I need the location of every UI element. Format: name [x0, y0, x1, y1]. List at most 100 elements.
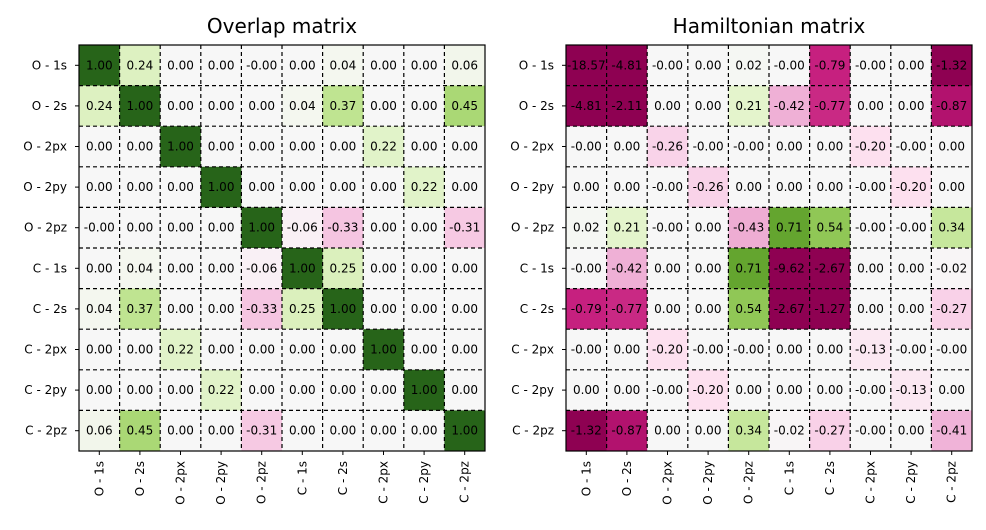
heatmap-cell	[282, 329, 324, 371]
heatmap-cell	[160, 126, 202, 168]
cell-value-label: -0.31	[246, 424, 277, 438]
heatmap-cell	[79, 288, 121, 330]
heatmap-cell	[728, 166, 770, 208]
heatmap-cell	[931, 166, 973, 208]
heatmap-cell	[444, 329, 486, 371]
cell-value-label: -0.02	[774, 424, 805, 438]
heatmap-cell	[566, 45, 608, 87]
cell-value-label: -0.00	[652, 221, 683, 235]
cell-value-label: -0.00	[571, 343, 602, 357]
cell-value-label: -0.79	[814, 58, 845, 72]
cell-value-label: -0.33	[327, 221, 358, 235]
cell-value-label: 0.54	[735, 302, 762, 316]
heatmap-cell	[241, 288, 283, 330]
cell-value-label: -1.32	[571, 424, 602, 438]
heatmap-cell	[769, 410, 811, 452]
x-tick-label: C - 2px	[377, 461, 391, 504]
cell-value-label: 0.02	[573, 221, 600, 235]
heatmap-cell	[282, 248, 324, 290]
heatmap-cell	[931, 45, 973, 87]
heatmap-cell	[809, 329, 851, 371]
cell-value-label: -0.00	[896, 221, 927, 235]
cell-value-label: 0.00	[776, 383, 803, 397]
y-tick-label: O - 2pz	[24, 221, 67, 235]
cell-value-label: 0.00	[208, 58, 235, 72]
cell-value-label: -4.81	[611, 58, 642, 72]
cell-value-label: -0.26	[652, 140, 683, 154]
x-tick-label: O - 2s	[133, 461, 147, 496]
heatmap-cell	[200, 166, 242, 208]
cell-value-label: 0.00	[330, 343, 357, 357]
heatmap-cell	[606, 207, 648, 249]
heatmap-cell	[444, 85, 486, 127]
heatmap-cell	[809, 248, 851, 290]
cell-value-label: 0.00	[411, 302, 438, 316]
heatmap-cell	[403, 85, 445, 127]
x-tick-label: O - 2px	[174, 461, 188, 505]
x-tick-label: C - 2s	[823, 461, 837, 495]
cell-value-label: 0.00	[167, 99, 194, 113]
heatmap-cell	[241, 85, 283, 127]
heatmap-cell	[403, 369, 445, 411]
cell-value-label: 0.00	[938, 383, 965, 397]
heatmap-cell	[322, 126, 364, 168]
x-tick-label: C - 2s	[336, 461, 350, 495]
cell-value-label: 0.00	[330, 180, 357, 194]
heatmap-cell	[647, 369, 689, 411]
cell-value-label: 0.00	[776, 140, 803, 154]
cell-value-label: -0.00	[774, 58, 805, 72]
heatmap-cell	[241, 329, 283, 371]
heatmap-cell	[282, 85, 324, 127]
heatmap-cell	[119, 248, 161, 290]
cell-value-label: 0.00	[289, 58, 316, 72]
cell-value-label: 0.21	[735, 99, 762, 113]
heatmap-cell	[850, 288, 892, 330]
cell-value-label: 0.24	[86, 99, 113, 113]
heatmap-cell	[200, 126, 242, 168]
heatmap-cell	[322, 166, 364, 208]
cell-value-label: -0.20	[652, 343, 683, 357]
cell-value-label: -0.20	[896, 180, 927, 194]
heatmap-cell	[282, 207, 324, 249]
cell-value-label: -0.00	[896, 140, 927, 154]
cell-value-label: 0.00	[451, 302, 478, 316]
cell-value-label: 0.00	[248, 343, 275, 357]
heatmap-cell	[850, 45, 892, 87]
x-tick-label: O - 1s	[92, 461, 106, 496]
cell-value-label: -2.67	[814, 261, 845, 275]
heatmap-cell	[809, 369, 851, 411]
heatmap-cell	[119, 207, 161, 249]
x-tick-label: C - 2py	[417, 461, 431, 504]
cell-value-label: 0.00	[411, 221, 438, 235]
cell-value-label: 1.00	[411, 383, 438, 397]
heatmap-cell	[322, 288, 364, 330]
heatmap-cell	[160, 85, 202, 127]
cell-value-label: -0.13	[855, 343, 886, 357]
cell-value-label: 0.04	[86, 302, 113, 316]
heatmap-cell	[931, 85, 973, 127]
cell-value-label: -0.00	[733, 140, 764, 154]
heatmap-cell	[606, 329, 648, 371]
cell-value-label: 0.00	[289, 383, 316, 397]
cell-value-label: 0.00	[857, 302, 884, 316]
heatmap-cell	[687, 207, 729, 249]
heatmap-cell	[890, 45, 932, 87]
cell-value-label: 0.00	[167, 383, 194, 397]
heatmap-cell	[119, 45, 161, 87]
cell-value-label: 0.00	[167, 58, 194, 72]
cell-value-label: 0.00	[289, 140, 316, 154]
heatmap-cell	[728, 410, 770, 452]
heatmap-cell	[322, 369, 364, 411]
heatmap-cell	[566, 207, 608, 249]
cell-value-label: 0.04	[330, 58, 357, 72]
heatmap-cell	[728, 45, 770, 87]
heatmap-cell	[160, 410, 202, 452]
cell-value-label: 0.00	[411, 99, 438, 113]
cell-value-label: 0.00	[289, 424, 316, 438]
heatmap-cell	[647, 410, 689, 452]
cell-value-label: 0.00	[573, 383, 600, 397]
cell-value-label: 0.00	[167, 302, 194, 316]
heatmap-cell	[769, 45, 811, 87]
y-tick-label: C - 2pz	[25, 424, 67, 438]
